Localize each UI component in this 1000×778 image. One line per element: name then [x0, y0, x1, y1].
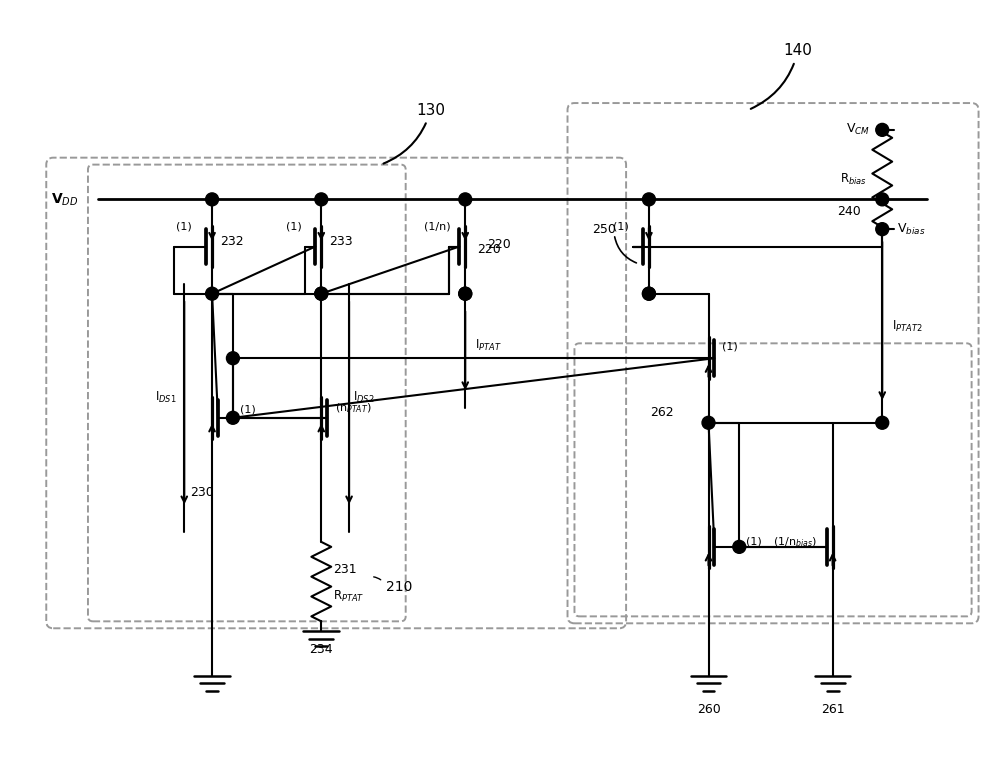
Text: R$_{PTAT}$: R$_{PTAT}$	[333, 589, 365, 604]
Text: (1/n): (1/n)	[424, 221, 451, 231]
Text: R$_{bias}$: R$_{bias}$	[840, 172, 867, 187]
Text: V$_{DD}$: V$_{DD}$	[51, 191, 78, 208]
Text: (n$_{PTAT}$): (n$_{PTAT}$)	[335, 401, 372, 415]
Circle shape	[459, 193, 472, 206]
Circle shape	[876, 223, 889, 236]
Text: 240: 240	[837, 205, 860, 218]
Text: (1): (1)	[722, 342, 738, 352]
Text: 231: 231	[333, 563, 357, 576]
Text: (1): (1)	[286, 221, 301, 231]
Text: 220: 220	[487, 237, 511, 251]
Circle shape	[642, 287, 655, 300]
Text: 234: 234	[309, 643, 333, 656]
Text: I$_{DS1}$: I$_{DS1}$	[155, 391, 176, 405]
Text: 250: 250	[592, 223, 616, 236]
Circle shape	[459, 287, 472, 300]
Circle shape	[315, 287, 328, 300]
Circle shape	[226, 352, 239, 365]
Text: I$_{DS2}$: I$_{DS2}$	[353, 391, 375, 405]
Circle shape	[642, 287, 655, 300]
Text: 130: 130	[383, 103, 445, 163]
Text: 220: 220	[477, 243, 501, 255]
Text: V$_{bias}$: V$_{bias}$	[897, 222, 926, 237]
Circle shape	[459, 287, 472, 300]
Text: 210: 210	[386, 580, 412, 594]
Text: 260: 260	[697, 703, 720, 716]
Text: 261: 261	[821, 703, 844, 716]
Circle shape	[315, 287, 328, 300]
Text: 262: 262	[650, 406, 674, 419]
Text: 230: 230	[190, 485, 214, 499]
Circle shape	[733, 541, 746, 553]
Circle shape	[876, 416, 889, 429]
Text: (1): (1)	[746, 537, 762, 547]
Text: (1/n$_{bias}$): (1/n$_{bias}$)	[773, 535, 817, 548]
Text: I$_{PTAT}$: I$_{PTAT}$	[475, 338, 502, 353]
Text: 233: 233	[329, 234, 353, 247]
Circle shape	[226, 412, 239, 424]
Circle shape	[206, 287, 219, 300]
Circle shape	[876, 193, 889, 206]
Circle shape	[206, 193, 219, 206]
Text: 140: 140	[751, 44, 812, 109]
Text: I$_{PTAT2}$: I$_{PTAT2}$	[892, 318, 923, 334]
Circle shape	[642, 193, 655, 206]
Text: 232: 232	[220, 234, 244, 247]
Text: (1): (1)	[613, 221, 629, 231]
Text: (1): (1)	[176, 221, 192, 231]
Text: V$_{CM}$: V$_{CM}$	[846, 122, 870, 138]
Circle shape	[315, 193, 328, 206]
Circle shape	[876, 124, 889, 136]
Text: (1): (1)	[240, 405, 256, 415]
Circle shape	[702, 416, 715, 429]
